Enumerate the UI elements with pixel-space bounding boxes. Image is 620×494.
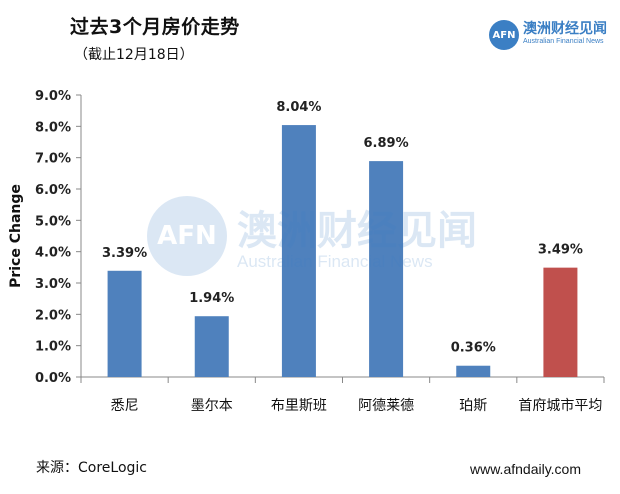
bar: [107, 270, 142, 377]
bar: [369, 161, 404, 377]
data-label: 1.94%: [189, 291, 234, 306]
y-tick-label: 8.0%: [35, 120, 71, 135]
afn-logo: AFN 澳洲财经见闻 Australian Financial News: [489, 18, 613, 52]
source-note: 来源：CoreLogic: [36, 460, 147, 476]
afn-logo-icon: AFN: [489, 20, 519, 50]
bar: [543, 267, 578, 377]
y-tick-label: 1.0%: [35, 340, 71, 355]
y-tick-label: 5.0%: [35, 214, 71, 229]
y-tick-label: 3.0%: [35, 277, 71, 292]
y-tick-label: 6.0%: [35, 183, 71, 198]
chart-subtitle: （截止12月18日）: [74, 47, 194, 63]
data-label: 8.04%: [276, 100, 321, 115]
data-label: 3.49%: [538, 243, 583, 258]
y-tick-label: 9.0%: [35, 89, 71, 104]
website-url: www.afndaily.com: [470, 461, 582, 477]
y-tick-label: 2.0%: [35, 308, 71, 323]
x-tick-label: 墨尔本: [191, 398, 233, 414]
y-axis-title: Price Change: [8, 184, 24, 288]
bar: [456, 365, 491, 377]
data-label: 0.36%: [451, 341, 496, 356]
logo-english-text: Australian Financial News: [523, 38, 604, 45]
x-tick-label: 珀斯: [459, 398, 487, 414]
y-tick-label: 4.0%: [35, 246, 71, 261]
x-tick-label: 阿德莱德: [358, 398, 414, 414]
bar: [281, 125, 316, 377]
data-label: 6.89%: [364, 136, 409, 151]
x-tick-label: 悉尼: [111, 398, 139, 414]
data-label: 3.39%: [102, 246, 147, 261]
chart-title: 过去3个月房价走势: [70, 16, 240, 38]
y-tick-label: 7.0%: [35, 152, 71, 167]
x-tick-label: 布里斯班: [271, 398, 327, 414]
logo-chinese-text: 澳洲财经见闻: [523, 21, 607, 37]
y-tick-label: 0.0%: [35, 371, 71, 386]
bar: [194, 316, 229, 377]
x-tick-label: 首府城市平均: [518, 397, 602, 414]
